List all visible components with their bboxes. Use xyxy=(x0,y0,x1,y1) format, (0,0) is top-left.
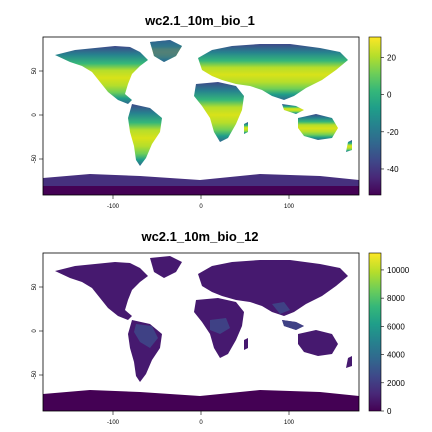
y-axis: 50 0 -50 xyxy=(32,283,43,379)
colorbar-tick-label: 0 xyxy=(387,407,392,416)
y-tick-label: 0 xyxy=(32,329,38,333)
map-plot-area xyxy=(42,36,360,196)
colorbar-tick-label: 6000 xyxy=(387,322,405,331)
colorbar: 10000 8000 6000 4000 2000 0 xyxy=(368,252,410,416)
colorbar: 20 0 -20 -40 xyxy=(368,36,399,196)
antarctica xyxy=(43,390,359,411)
colorbar-tick-label: 20 xyxy=(387,53,396,62)
y-tick-label: 50 xyxy=(32,67,38,74)
map-title: wc2.1_10m_bio_1 xyxy=(144,13,255,28)
y-tick-label: -50 xyxy=(32,154,38,163)
y-tick-label: 50 xyxy=(32,283,38,290)
colorbar-tick-label: 0 xyxy=(387,91,392,100)
y-tick-label: 0 xyxy=(32,113,38,117)
colorbar-tick-label: 4000 xyxy=(387,351,405,360)
x-tick-label: 0 xyxy=(199,420,203,426)
map-panel-bio-12: wc2.1_10m_bio_12 xyxy=(0,216,432,432)
x-tick-label: -100 xyxy=(107,204,120,210)
x-tick-label: 100 xyxy=(284,204,295,210)
map-panel-bio-1: wc2.1_10m_bio_1 xyxy=(32,13,399,210)
map-title: wc2.1_10m_bio_12 xyxy=(140,229,258,244)
y-axis: 50 0 -50 xyxy=(32,67,43,163)
y-tick-label: -50 xyxy=(32,370,38,379)
x-tick-label: 0 xyxy=(199,204,203,210)
colorbar-ramp xyxy=(368,252,382,412)
colorbar-tick-label: 10000 xyxy=(387,266,410,275)
greenland xyxy=(150,40,182,62)
x-tick-label: 100 xyxy=(284,420,295,426)
wet-regions xyxy=(134,302,304,348)
colorbar-tick-label: 8000 xyxy=(387,294,405,303)
colorbar-tick-label: -40 xyxy=(387,165,399,174)
map-plot-area xyxy=(42,252,360,412)
colorbar-ramp xyxy=(368,36,382,196)
x-axis: -100 0 100 xyxy=(107,411,295,426)
x-tick-label: -100 xyxy=(107,420,120,426)
colorbar-tick-label: -20 xyxy=(387,128,399,137)
x-axis: -100 0 100 xyxy=(107,195,295,210)
colorbar-tick-label: 2000 xyxy=(387,379,405,388)
